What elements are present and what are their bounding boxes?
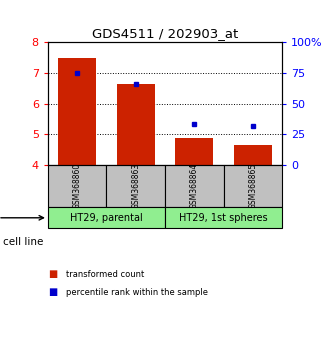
Text: ■: ■ [48,269,57,279]
Text: HT29, 1st spheres: HT29, 1st spheres [179,213,268,223]
Text: percentile rank within the sample: percentile rank within the sample [66,287,208,297]
Bar [175,138,213,165]
Text: GDS4511 / 202903_at: GDS4511 / 202903_at [92,27,238,40]
Text: ■: ■ [48,287,57,297]
Text: transformed count: transformed count [66,270,144,279]
FancyBboxPatch shape [224,165,282,207]
Text: cell line: cell line [3,238,44,247]
Bar [117,84,155,165]
Text: GSM368863: GSM368863 [131,163,140,209]
FancyBboxPatch shape [165,165,224,207]
Bar [234,145,272,165]
Text: GSM368865: GSM368865 [248,163,257,209]
Text: HT29, parental: HT29, parental [70,213,143,223]
FancyBboxPatch shape [48,207,165,228]
Text: GSM368864: GSM368864 [190,163,199,209]
FancyBboxPatch shape [165,207,282,228]
Text: GSM368860: GSM368860 [73,163,82,209]
FancyBboxPatch shape [48,165,106,207]
Bar [58,58,96,165]
FancyBboxPatch shape [106,165,165,207]
